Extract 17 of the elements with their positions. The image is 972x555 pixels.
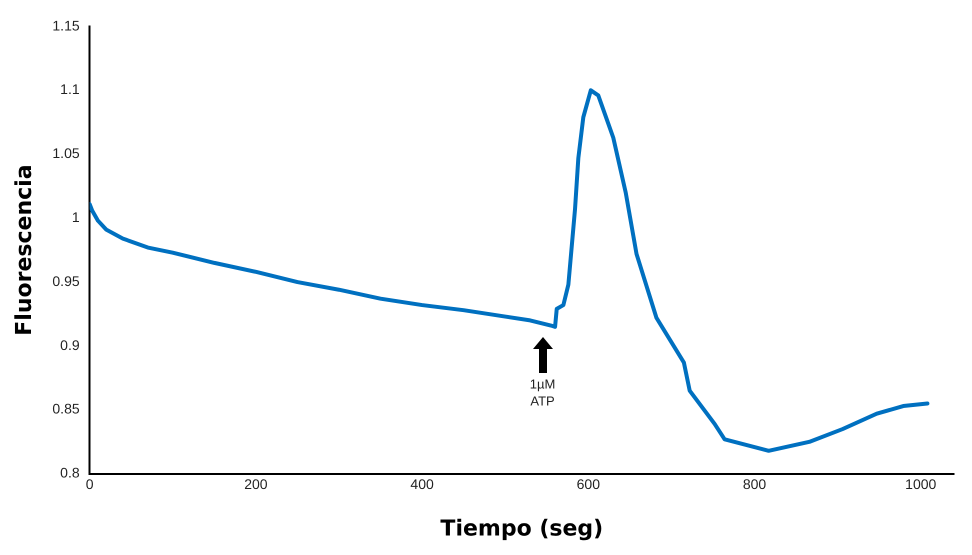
x-tick-label: 200 [244,476,268,492]
x-tick-label: 400 [410,476,434,492]
y-axis-title: Fluorescencia [12,164,37,336]
y-tick-label: 1.1 [60,81,80,98]
x-axis-title: Tiempo (seg) [440,516,604,542]
y-tick-label: 1 [72,209,80,225]
y-tick-label: 0.95 [52,272,80,289]
x-tick-label: 0 [86,476,94,492]
annotation: 1µM ATP [530,376,556,408]
y-tick-label: 0.85 [52,400,80,417]
y-tick-label: 1.15 [52,17,80,34]
y-tick-label: 0.9 [60,336,80,353]
y-tick-label: 0.8 [60,464,80,481]
x-tick-label: 600 [576,476,600,492]
x-tick-label: 1000 [905,476,937,492]
x-tick-label: 800 [742,476,766,492]
y-tick-label: 1.05 [52,145,80,162]
